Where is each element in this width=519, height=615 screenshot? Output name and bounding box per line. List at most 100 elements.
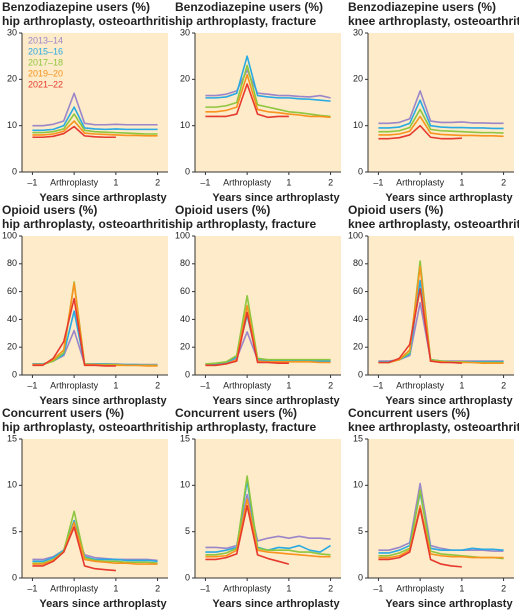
panel-subtitle: knee arthroplasty, osteoarthritis <box>348 420 519 434</box>
y-tick-label: 5 <box>185 526 190 536</box>
series-line <box>205 504 290 565</box>
x-tick-label: –1 <box>200 380 210 390</box>
y-tick-label: 30 <box>353 27 363 37</box>
x-tick-label: 1 <box>286 177 291 187</box>
panel-subtitle: hip arthroplasty, fracture <box>175 420 316 434</box>
panel: Concurrent users (%)hip arthroplasty, fr… <box>175 406 341 610</box>
series-line <box>32 519 158 563</box>
x-tick-label: –1 <box>373 177 383 187</box>
y-tick-label: 15 <box>180 433 190 443</box>
plot-area <box>22 439 168 578</box>
y-tick-label: 100 <box>2 230 17 240</box>
y-tick-label: 15 <box>7 433 17 443</box>
x-tick-label: 1 <box>459 177 464 187</box>
series-line <box>378 90 504 125</box>
x-tick-label: –1 <box>27 583 37 593</box>
plot-area <box>22 236 168 375</box>
y-tick-label: 40 <box>353 314 363 324</box>
y-tick-label: 0 <box>185 369 190 379</box>
y-tick-label: 40 <box>180 314 190 324</box>
x-tick-label: Arthroplasty <box>223 583 272 593</box>
y-tick-label: 20 <box>180 74 190 84</box>
series-line <box>378 115 504 138</box>
series-line <box>32 113 158 135</box>
panel: Benzodiazepine users (%)knee arthroplast… <box>348 0 519 204</box>
series-line <box>378 504 504 559</box>
y-tick-label: 5 <box>12 526 17 536</box>
panel-subtitle: hip arthroplasty, osteoarthritis <box>2 217 175 231</box>
plot-area <box>195 33 341 172</box>
series-line <box>205 83 289 119</box>
x-tick-label: 2 <box>155 177 160 187</box>
y-tick-label: 100 <box>348 230 363 240</box>
x-axis-label: Years since arthroplasty <box>212 192 340 204</box>
x-tick-label: –1 <box>27 380 37 390</box>
x-tick-label: 1 <box>459 380 464 390</box>
y-tick-label: 10 <box>7 480 17 490</box>
panel: Opioid users (%)hip arthroplasty, fractu… <box>175 203 341 407</box>
y-tick-label: 10 <box>353 480 363 490</box>
series-line <box>32 92 158 127</box>
series-line <box>378 507 462 568</box>
series-line <box>205 69 331 99</box>
y-tick-label: 5 <box>358 526 363 536</box>
panel-title: Opioid users (%) <box>2 203 97 217</box>
panel-title: Concurrent users (%) <box>175 406 297 420</box>
y-tick-label: 40 <box>7 314 17 324</box>
x-tick-label: –1 <box>27 177 37 187</box>
series-line <box>32 297 116 367</box>
x-tick-label: 2 <box>328 583 333 593</box>
panel-subtitle: knee arthroplasty, osteoarthritis <box>348 217 519 231</box>
x-tick-label: Arthroplasty <box>223 177 272 187</box>
y-tick-label: 15 <box>353 433 363 443</box>
y-tick-label: 80 <box>180 258 190 268</box>
x-tick-label: Arthroplasty <box>396 380 445 390</box>
series-line <box>205 64 331 118</box>
panel-title: Benzodiazepine users (%) <box>348 0 496 14</box>
x-axis-label: Years since arthroplasty <box>385 192 513 204</box>
x-tick-label: 2 <box>328 177 333 187</box>
panel-subtitle: hip arthroplasty, osteoarthritis <box>2 420 175 434</box>
y-tick-label: 20 <box>180 342 190 352</box>
y-tick-label: 80 <box>7 258 17 268</box>
y-tick-label: 0 <box>185 166 190 176</box>
y-tick-label: 30 <box>7 27 17 37</box>
x-tick-label: 2 <box>155 583 160 593</box>
panel-subtitle: hip arthroplasty, osteoarthritis <box>2 14 175 28</box>
x-tick-label: 1 <box>286 583 291 593</box>
panel-subtitle: knee arthroplasty, osteoarthritis <box>348 14 519 28</box>
y-tick-label: 10 <box>180 120 190 130</box>
plot-area <box>368 236 514 375</box>
legend-entry: 2021–22 <box>28 79 63 89</box>
x-tick-label: Arthroplasty <box>50 380 99 390</box>
series-line <box>205 55 331 102</box>
x-tick-label: Arthroplasty <box>50 177 99 187</box>
legend-entry: 2013–14 <box>28 35 63 45</box>
panel: Opioid users (%)knee arthroplasty, osteo… <box>348 203 519 407</box>
legend-entry: 2017–18 <box>28 57 63 67</box>
panel-title: Concurrent users (%) <box>2 406 124 420</box>
series-line <box>32 125 116 139</box>
series-line <box>32 526 116 572</box>
panel: Benzodiazepine users (%)hip arthroplasty… <box>2 0 175 204</box>
x-axis-label: Years since arthroplasty <box>39 192 167 204</box>
panel: Concurrent users (%)hip arthroplasty, os… <box>2 406 175 610</box>
series-line <box>205 294 331 365</box>
x-tick-label: –1 <box>200 583 210 593</box>
x-tick-label: 2 <box>155 380 160 390</box>
x-tick-label: Arthroplasty <box>223 380 272 390</box>
series-line <box>378 99 504 130</box>
series-line <box>32 120 158 137</box>
y-tick-label: 10 <box>7 120 17 130</box>
y-tick-label: 20 <box>353 74 363 84</box>
y-tick-label: 30 <box>180 27 190 37</box>
panel-title: Benzodiazepine users (%) <box>2 0 150 14</box>
series-line <box>378 491 504 554</box>
x-tick-label: 1 <box>113 380 118 390</box>
x-tick-label: 1 <box>113 583 118 593</box>
y-tick-label: 60 <box>180 286 190 296</box>
series-line <box>205 311 289 367</box>
series-line <box>378 124 462 140</box>
x-tick-label: 2 <box>501 177 506 187</box>
y-tick-label: 10 <box>353 120 363 130</box>
